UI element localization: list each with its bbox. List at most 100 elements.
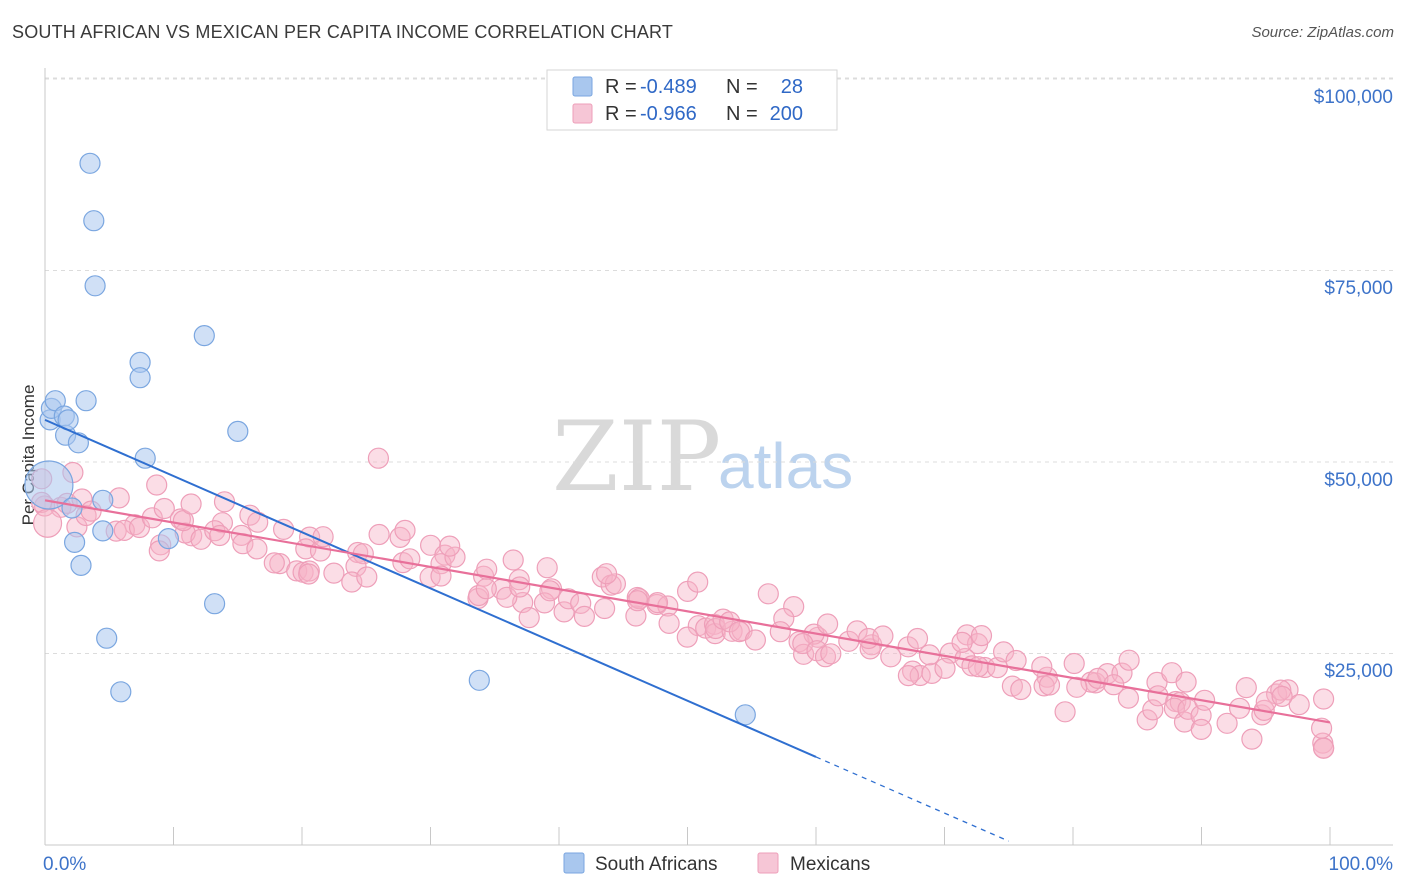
chart-title: SOUTH AFRICAN VS MEXICAN PER CAPITA INCO… <box>12 22 674 42</box>
mexicans-point <box>1010 678 1032 701</box>
mexicans-point <box>1271 685 1293 708</box>
mexicans-point <box>1147 685 1169 707</box>
mexicans-point <box>394 519 416 542</box>
mexicans-trend-line <box>44 499 1331 724</box>
y-tick-label-100000: $100,000 <box>1314 87 1393 108</box>
tick-labels: 0.0% 100.0% $25,000 $50,000 $75,000 $100… <box>43 87 1393 875</box>
mexicans-point <box>286 560 308 582</box>
mexicans-point <box>1005 649 1027 672</box>
y-tick-label-75000: $75,000 <box>1324 278 1393 299</box>
mexicans-point <box>1111 662 1133 684</box>
mexicans-point <box>1288 693 1310 716</box>
trend-lines <box>44 418 1331 842</box>
mexicans-point <box>792 643 815 665</box>
y-tick-label-25000: $25,000 <box>1324 661 1393 682</box>
mexicans-point <box>1177 698 1199 720</box>
south-africans-point <box>157 527 179 550</box>
south-africans-point <box>110 681 132 703</box>
mexicans-point <box>1038 674 1061 696</box>
mexicans-point <box>757 583 779 605</box>
mexicans-point <box>1066 676 1088 698</box>
mexicans-point <box>509 576 531 598</box>
south-africans-point <box>61 497 83 519</box>
legend-swatch-mexicans <box>572 103 593 124</box>
mexicans-point <box>211 512 233 534</box>
mexicans-points <box>30 447 1335 759</box>
mexicans-point <box>658 612 680 635</box>
mexicans-point <box>625 605 647 627</box>
south-africans-trend-extension <box>815 756 1010 842</box>
bottom-legend-swatch-south-africans <box>563 852 585 874</box>
mexicans-point <box>367 447 389 469</box>
mexicans-point <box>769 621 791 643</box>
mexicans-point <box>951 631 973 654</box>
mexicans-point <box>1312 737 1335 759</box>
mexicans-point <box>439 535 461 557</box>
axes <box>44 68 1393 846</box>
mexicans-point <box>444 546 466 568</box>
mexicans-point <box>518 606 540 629</box>
legend-r-value-1: -0.966 <box>640 103 697 125</box>
mexicans-point <box>533 592 556 614</box>
mexicans-point <box>992 641 1015 663</box>
mexicans-point <box>1216 712 1238 734</box>
mexicans-point <box>536 557 558 579</box>
mexicans-point <box>1054 701 1076 723</box>
south-africans-point <box>129 367 151 389</box>
mexicans-point <box>934 657 956 680</box>
south-africans-point <box>83 210 105 232</box>
south-africans-point <box>79 152 101 174</box>
watermark-zip: ZIP <box>552 401 721 513</box>
mexicans-point <box>246 538 268 560</box>
south-africans-point <box>227 420 249 442</box>
mexicans-point <box>1118 649 1140 671</box>
legend-r-label-0: R = <box>605 76 637 98</box>
watermark-atlas: atlas <box>718 430 853 502</box>
legend-swatch-south-africans <box>572 76 593 97</box>
mexicans-point <box>1142 699 1164 721</box>
mexicans-point <box>557 588 580 610</box>
gridlines <box>45 77 1393 654</box>
south-africans-point <box>204 593 226 615</box>
mexicans-point <box>921 662 943 685</box>
south-africans-point <box>92 489 114 511</box>
mexicans-point <box>1235 676 1257 699</box>
south-africans-point <box>24 460 74 510</box>
south-africans-point <box>63 531 86 554</box>
source-label: Source: ZipAtlas.com <box>1251 24 1394 41</box>
south-africans-point <box>75 390 97 412</box>
mexicans-point <box>593 597 616 620</box>
mexicans-point <box>1241 728 1263 750</box>
mexicans-point <box>1136 709 1158 731</box>
legend-box <box>546 69 838 131</box>
mexicans-point <box>970 624 993 647</box>
mexicans-point <box>1277 679 1299 701</box>
legend-r-label-1: R = <box>605 103 637 125</box>
mexicans-point <box>676 626 698 648</box>
mexicans-point <box>368 523 390 546</box>
south-africans-point <box>96 627 118 649</box>
south-africans-point <box>84 275 106 297</box>
mexicans-point <box>1063 652 1085 675</box>
south-africans-point <box>134 447 156 469</box>
mexicans-point <box>1270 679 1292 701</box>
mexicans-point <box>476 558 498 580</box>
mexicans-point <box>273 518 295 541</box>
legend-n-label-1: N = <box>726 103 758 125</box>
south-africans-point <box>67 432 90 454</box>
south-africans-points <box>24 152 756 726</box>
mexicans-point <box>820 643 842 665</box>
mexicans-point <box>1001 675 1024 697</box>
legend-n-value-1: 200 <box>770 103 803 125</box>
mexicans-point <box>573 605 596 628</box>
south-africans-point <box>70 554 92 577</box>
mexicans-point <box>539 580 561 602</box>
south-africans-point <box>193 325 215 347</box>
south-africans-point <box>468 669 490 691</box>
mexicans-point <box>1175 671 1197 693</box>
mexicans-point <box>298 563 320 585</box>
mexicans-point <box>906 627 929 650</box>
legend-n-value-0: 28 <box>781 76 803 98</box>
bottom-legend-label-south-africans: South Africans <box>595 854 718 875</box>
y-tick-label-50000: $50,000 <box>1324 470 1393 491</box>
